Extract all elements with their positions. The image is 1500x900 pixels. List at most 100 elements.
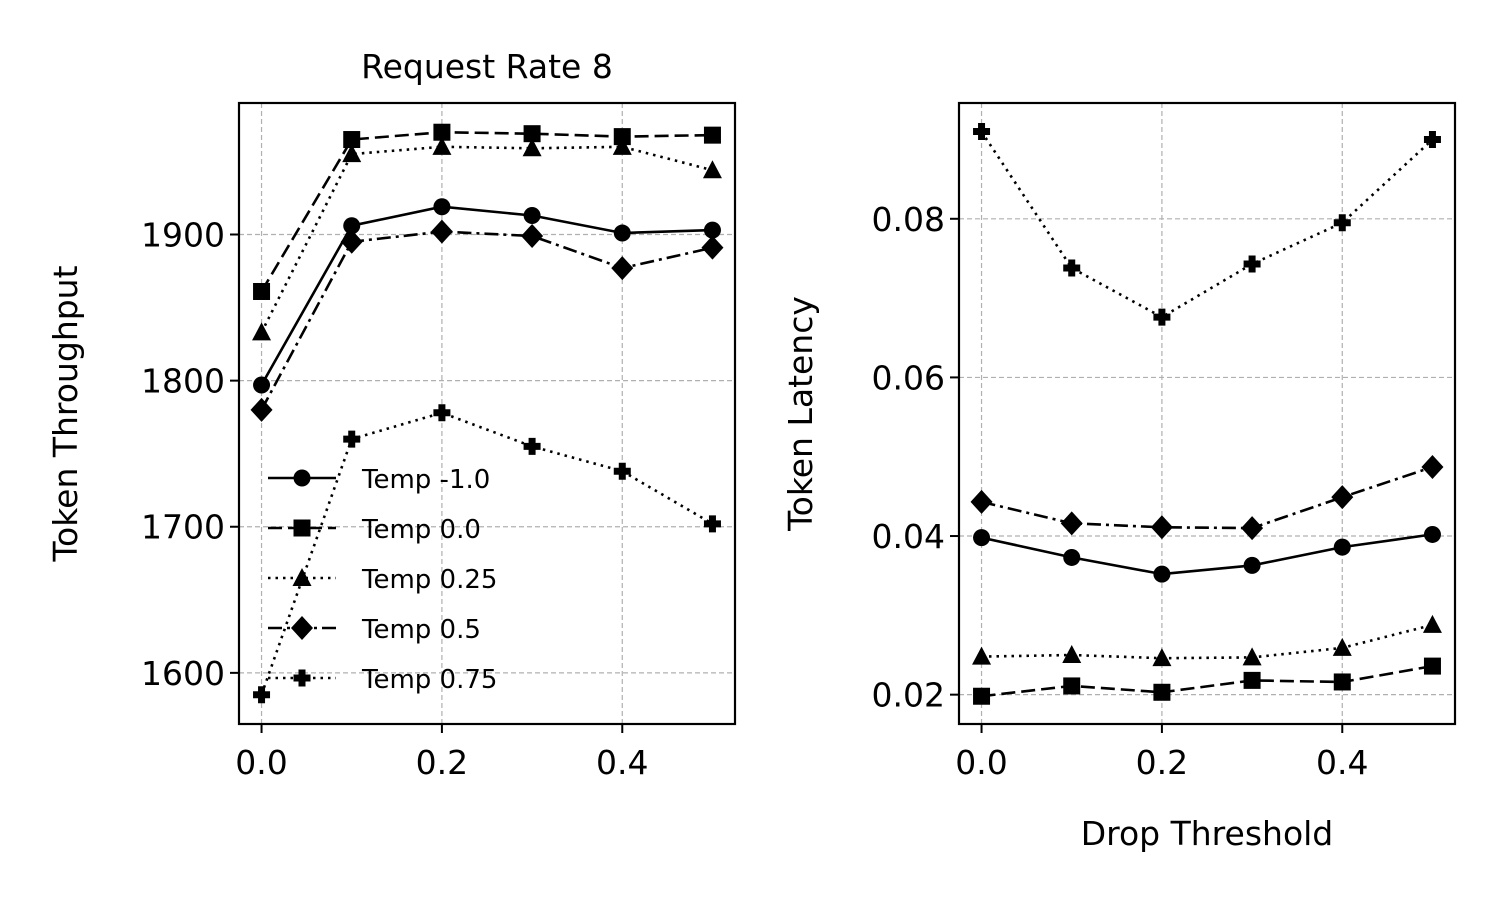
legend-item: Temp -1.0 xyxy=(268,465,490,495)
data-point xyxy=(701,235,724,260)
series-5 xyxy=(253,404,721,704)
data-point xyxy=(343,430,361,448)
left-plot: 0.0 0.2 0.4 1600 1700 1800 1900 Request Rate 8 T… xyxy=(46,47,737,782)
data-point xyxy=(1153,308,1171,326)
data-point xyxy=(1063,677,1081,695)
data-point xyxy=(1150,515,1173,540)
y-tick-label: 1600 xyxy=(141,654,225,693)
data-point xyxy=(1153,683,1171,701)
series-line xyxy=(260,411,714,696)
legend-label: Temp -1.0 xyxy=(361,465,490,495)
data-point xyxy=(1152,648,1172,667)
series-line xyxy=(981,664,1433,698)
legend-label: Temp 0.0 xyxy=(361,515,481,545)
series-line xyxy=(981,465,1433,530)
data-point xyxy=(1421,455,1444,480)
x-tick-label: 0.2 xyxy=(416,743,468,782)
series-line xyxy=(260,130,713,293)
data-point xyxy=(433,123,451,141)
y-tick-label: 0.02 xyxy=(872,676,945,715)
data-point xyxy=(1333,538,1351,556)
plot-frame xyxy=(237,101,737,726)
series-4 xyxy=(970,455,1444,541)
data-point xyxy=(970,489,993,514)
series-3 xyxy=(252,136,722,341)
data-point xyxy=(1153,565,1171,583)
data-point xyxy=(613,128,631,146)
x-tick-label: 0.0 xyxy=(955,743,1007,782)
data-point xyxy=(972,646,992,665)
data-point xyxy=(1243,255,1261,273)
series-4 xyxy=(250,219,724,422)
data-point xyxy=(1063,548,1081,566)
series-5 xyxy=(973,123,1441,326)
legend-item: Temp 0.25 xyxy=(268,565,497,595)
data-point xyxy=(1241,516,1264,541)
data-point xyxy=(252,322,272,341)
y-axis-label: Token Throughput xyxy=(46,265,85,562)
data-point xyxy=(973,123,991,141)
data-point xyxy=(253,282,271,300)
y-tick-label: 0.06 xyxy=(872,358,945,397)
legend-item: Temp 0.75 xyxy=(268,665,497,695)
y-axis-label: Token Latency xyxy=(781,296,820,532)
data-point xyxy=(613,224,631,242)
data-point xyxy=(430,219,453,244)
legend-marker xyxy=(293,519,311,537)
data-point xyxy=(703,515,721,533)
y-tick-label: 1900 xyxy=(141,216,225,255)
data-point xyxy=(433,404,451,422)
y-tick-label: 0.08 xyxy=(872,200,945,239)
data-point xyxy=(523,437,541,455)
series-line xyxy=(981,533,1433,576)
data-point xyxy=(973,529,991,547)
legend-marker xyxy=(291,616,313,640)
legend-label: Temp 0.25 xyxy=(361,565,497,595)
y-tick-label: 1800 xyxy=(141,362,225,401)
data-point xyxy=(1332,637,1352,656)
series-line xyxy=(260,145,713,333)
data-point xyxy=(250,397,273,422)
data-point xyxy=(1060,511,1083,536)
series-2 xyxy=(973,657,1441,705)
data-point xyxy=(613,462,631,480)
data-point xyxy=(1423,130,1441,148)
data-point xyxy=(611,256,634,281)
data-point xyxy=(612,136,632,155)
data-point xyxy=(343,217,361,235)
data-point xyxy=(523,125,541,143)
x-tick-label: 0.2 xyxy=(1136,743,1188,782)
data-point xyxy=(523,207,541,225)
legend-marker xyxy=(292,568,312,586)
legend: Temp -1.0 Temp 0.0 Temp 0.25 Temp 0.5 Temp 0… xyxy=(268,465,497,695)
series-1 xyxy=(253,198,721,394)
data-point xyxy=(973,687,991,705)
chart-title: Request Rate 8 xyxy=(361,47,613,86)
data-point xyxy=(1243,671,1261,689)
data-point xyxy=(1423,657,1441,675)
data-point xyxy=(253,686,271,704)
data-point xyxy=(1062,645,1082,663)
data-point xyxy=(521,223,544,248)
legend-item: Temp 0.0 xyxy=(268,515,481,545)
x-axis-label: Drop Threshold xyxy=(1081,814,1334,853)
data-point xyxy=(1331,485,1354,510)
series-line xyxy=(981,623,1433,660)
data-point xyxy=(703,126,721,144)
data-point xyxy=(1243,556,1261,574)
data-point xyxy=(703,221,721,239)
data-point xyxy=(702,160,722,179)
legend-marker xyxy=(293,469,311,487)
series-line xyxy=(980,130,1434,319)
data-point xyxy=(433,198,451,216)
data-point xyxy=(340,229,363,254)
data-point xyxy=(1242,647,1262,666)
series-1 xyxy=(973,525,1441,583)
legend-label: Temp 0.5 xyxy=(361,615,481,645)
data-point xyxy=(343,131,361,149)
legend-label: Temp 0.75 xyxy=(361,665,497,695)
data-point xyxy=(432,136,452,155)
data-point xyxy=(522,138,542,157)
series-line xyxy=(260,230,713,411)
